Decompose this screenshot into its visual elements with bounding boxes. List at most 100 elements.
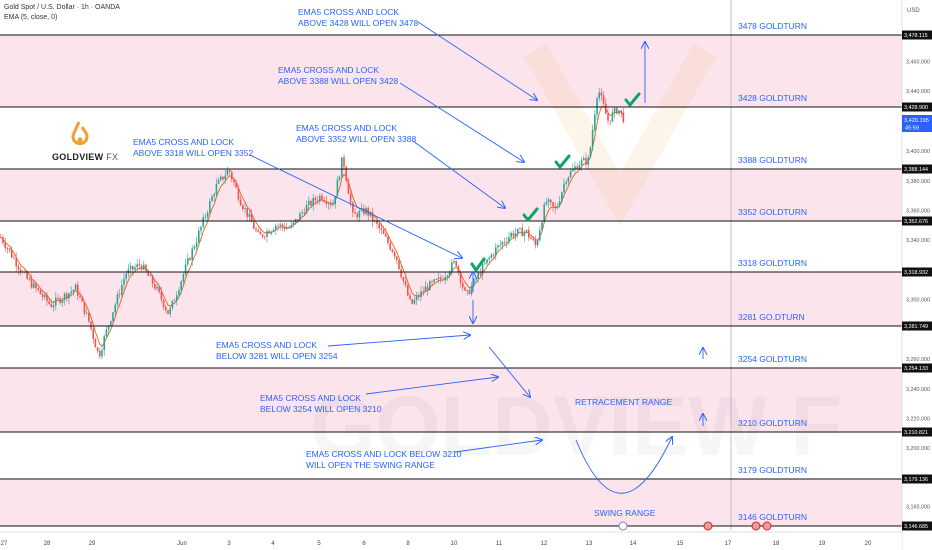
price-tick-6: 3,340.000: [906, 238, 930, 244]
candle-body-232: [508, 236, 510, 242]
current-price-tag: 3,420.195 45:59: [902, 115, 932, 132]
candle-body-39: [83, 301, 86, 314]
candle-body-237: [519, 227, 521, 229]
candle-body-151: [330, 203, 332, 206]
candle-body-187: [409, 295, 411, 300]
level-tag-6: 3,281.749: [904, 324, 928, 330]
candle-body-136: [297, 219, 299, 221]
candle-body-113: [246, 208, 248, 217]
candle-body-229: [501, 241, 504, 245]
candle-body-21: [44, 294, 46, 298]
level-tag-5: 3,318.932: [904, 270, 928, 276]
candle-body-120: [261, 234, 264, 237]
candle-body-275: [602, 95, 605, 104]
candle-body-183: [400, 269, 402, 278]
arrow-2: [399, 82, 524, 162]
candle-body-266: [583, 158, 585, 161]
candle-body-130: [283, 226, 286, 230]
candle-body-29: [61, 299, 64, 303]
level-tag-9: 3,179.136: [904, 477, 928, 483]
time-tick-14: 14: [630, 541, 637, 547]
annotation-4-line1: EMA5 CROSS AND LOCK: [133, 137, 234, 147]
candle-body-30: [63, 293, 66, 300]
candle-body-17: [35, 283, 37, 289]
candle-body-72: [156, 286, 158, 289]
candle-body-133: [290, 224, 292, 228]
current-price: 3,420.195: [904, 118, 929, 124]
level-label-5: 3318 GOLDTURN: [738, 258, 807, 268]
candle-body-19: [39, 290, 42, 295]
candle-body-204: [446, 275, 449, 278]
candle-body-139: [303, 212, 306, 214]
candle-body-239: [523, 231, 526, 237]
candle-body-116: [253, 221, 255, 229]
candle-body-54: [116, 294, 119, 305]
candle-body-258: [565, 181, 567, 184]
candle-body-235: [514, 233, 517, 237]
arrow-6: [365, 377, 498, 395]
candle-body-234: [512, 232, 515, 237]
candle-body-37: [79, 296, 81, 298]
candle-body-118: [257, 230, 259, 232]
zone-band-4: [0, 368, 902, 432]
candle-body-238: [521, 227, 523, 237]
candle-body-55: [118, 294, 121, 296]
candle-body-64: [138, 264, 141, 266]
candle-body-263: [576, 166, 578, 170]
candle-body-254: [556, 206, 559, 209]
candle-body-15: [30, 279, 33, 288]
time-tick-5: 3: [227, 541, 231, 547]
level-tag-bg-1: [902, 30, 932, 40]
candle-body-92: [200, 226, 202, 231]
check-icon-3: [554, 154, 571, 169]
candle-body-197: [431, 281, 433, 283]
time-tick-9: 8: [406, 541, 410, 547]
candle-body-108: [235, 182, 237, 188]
candle-body-81: [176, 295, 178, 301]
candle-body-45: [96, 347, 99, 351]
candle-body-265: [580, 160, 583, 166]
price-tick-4: 3,380.000: [906, 179, 930, 185]
candle-body-261: [572, 168, 574, 172]
annotation-5-line1: EMA5 CROSS AND LOCK: [216, 340, 317, 350]
annotation-4-line2: ABOVE 3318 WILL OPEN 3352: [133, 148, 253, 158]
candle-body-148: [323, 200, 325, 202]
candle-body-65: [140, 265, 143, 270]
zone-band-5: [0, 479, 902, 526]
price-tick-5: 3,360.000: [906, 208, 930, 214]
candle-body-107: [233, 178, 235, 183]
level-label-4: 3352 GOLDTURN: [738, 207, 807, 217]
candle-body-16: [33, 283, 35, 288]
candle-body-230: [503, 241, 506, 243]
candle-body-31: [66, 293, 68, 299]
zone-bands: [0, 35, 902, 526]
candle-body-144: [314, 197, 317, 201]
indicator-legend[interactable]: EMA (5, close, 0): [4, 14, 58, 21]
candle-body-150: [327, 203, 330, 205]
candle-body-194: [424, 286, 427, 292]
level-tag-7: 3,254.133: [904, 366, 928, 372]
time-axis[interactable]: [0, 532, 902, 550]
candle-body-140: [305, 204, 308, 214]
price-tick-14: 3,160.000: [906, 505, 930, 511]
candle-body-205: [448, 272, 451, 276]
candle-body-69: [149, 275, 152, 277]
candle-body-149: [325, 201, 328, 205]
candle-body-268: [587, 157, 589, 165]
candle-body-157: [343, 157, 345, 167]
candle-body-128: [279, 224, 281, 226]
level-tag-bg-7: [902, 363, 932, 373]
level-tag-8: 3,210.821: [904, 430, 928, 436]
candle-body-68: [147, 271, 149, 276]
level-tag-10: 3,146.685: [904, 524, 928, 530]
time-tick-10: 10: [451, 541, 458, 547]
candle-body-34: [72, 289, 75, 292]
candle-body-94: [204, 216, 207, 218]
candle-body-259: [567, 177, 570, 182]
arrow-5: [327, 335, 470, 347]
candle-body-71: [154, 283, 156, 289]
candle-body-282: [618, 110, 620, 114]
symbol-title[interactable]: Gold Spot / U.S. Dollar · 1h · OANDA: [4, 4, 120, 11]
annotation-6-line2: BELOW 3254 WILL OPEN 3210: [260, 404, 382, 414]
candle-body-38: [81, 297, 83, 302]
